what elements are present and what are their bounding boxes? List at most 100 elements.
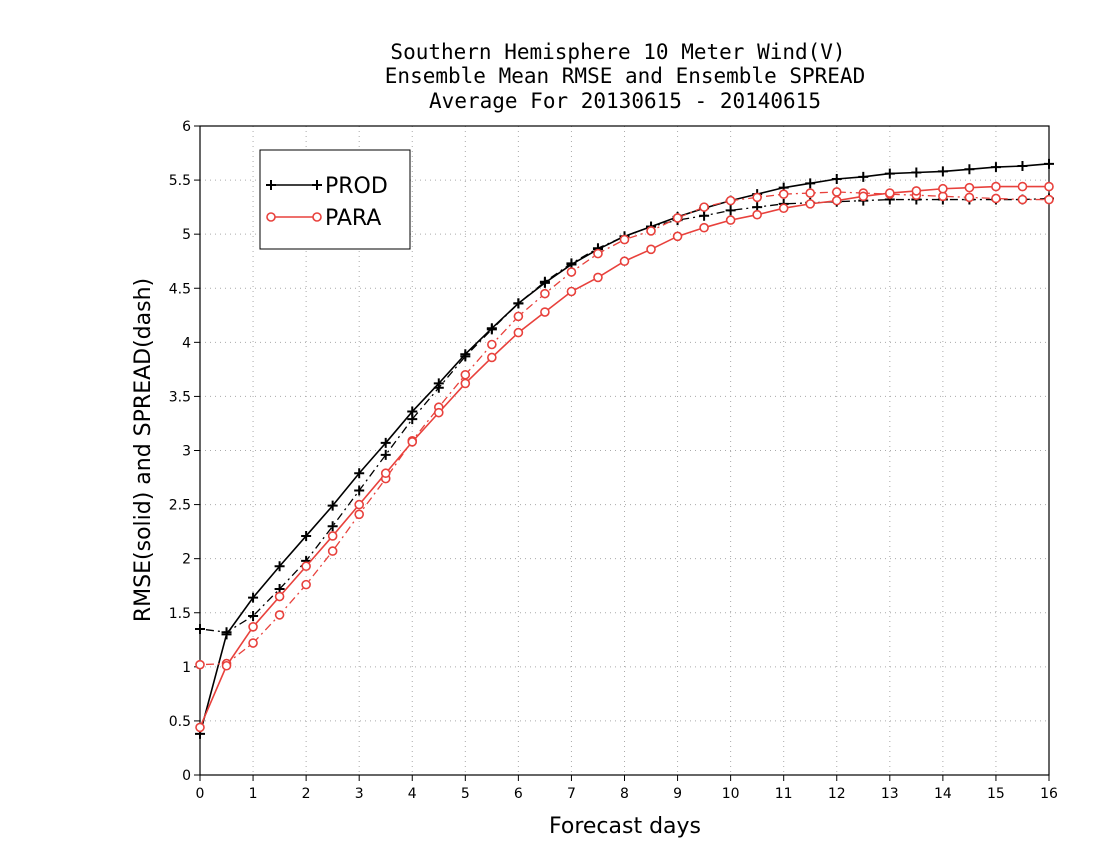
series-layer	[195, 158, 1054, 739]
y-tick-label: 5	[182, 227, 191, 243]
rmse-point-prod	[460, 349, 471, 360]
rmse-point-para	[646, 244, 656, 255]
legend-marker-para	[312, 212, 322, 222]
legend-marker-para	[266, 212, 276, 222]
spread-point-para	[699, 202, 709, 212]
y-tick-label: 4.5	[169, 281, 191, 297]
x-tick-label: 7	[567, 786, 576, 802]
spread-point-prod	[380, 449, 391, 460]
rmse-point-para	[593, 272, 603, 283]
rmse-point-prod	[433, 378, 444, 389]
y-tick-label: 0.5	[169, 714, 191, 730]
spread-point-para	[354, 509, 364, 520]
rmse-point-para	[221, 660, 232, 671]
rmse-point-para	[964, 182, 975, 193]
y-tick-label: 0	[182, 768, 191, 784]
rmse-point-prod	[513, 298, 524, 309]
rmse-point-para	[540, 307, 550, 317]
x-tick-label: 2	[302, 786, 311, 802]
spread-point-prod	[195, 623, 205, 634]
grid	[200, 126, 1049, 775]
y-tick-label: 4	[182, 335, 191, 351]
rmse-point-para	[805, 199, 816, 209]
rmse-point-prod	[831, 174, 842, 185]
x-tick-label: 6	[514, 786, 523, 802]
x-tick-label: 11	[775, 786, 793, 802]
spread-point-para	[301, 579, 311, 590]
spread-point-para	[513, 311, 524, 322]
rmse-point-para	[1044, 181, 1054, 192]
rmse-point-para	[433, 407, 444, 418]
x-tick-label: 15	[987, 786, 1005, 802]
rmse-point-prod	[858, 171, 869, 182]
rmse-point-prod	[407, 406, 418, 417]
x-tick-label: 4	[408, 786, 417, 802]
rmse-point-prod	[805, 178, 816, 189]
rmse-point-para	[487, 352, 497, 363]
spread-point-para	[778, 189, 789, 199]
x-axis-label: Forecast days	[549, 814, 701, 839]
spread-point-para	[619, 234, 630, 245]
legend-label-prod: PROD	[325, 174, 388, 199]
rmse-point-prod	[937, 166, 948, 177]
spread-point-para	[964, 192, 975, 203]
x-tick-label: 3	[355, 786, 364, 802]
y-tick-label: 2	[182, 552, 191, 568]
spread-point-para	[274, 610, 285, 620]
x-tick-label: 10	[722, 786, 740, 802]
rmse-point-para	[460, 378, 471, 389]
spread-point-para	[540, 288, 550, 299]
rmse-point-prod	[911, 167, 922, 178]
legend-label-para: PARA	[325, 206, 381, 231]
rmse-point-para	[725, 215, 736, 225]
legend: PROD PARA	[259, 149, 411, 250]
x-tick-label: 13	[881, 786, 899, 802]
rmse-point-prod	[221, 629, 232, 640]
rmse-point-para	[327, 531, 338, 541]
rmse-point-para	[858, 191, 869, 202]
rmse-point-para	[301, 561, 311, 572]
axis-ticks: 0 1 2 3 4 5 6 7 8 9 10 11 12 13 14 15 1600.511.522.533.5…	[169, 119, 1058, 802]
rmse-point-para	[778, 203, 789, 214]
chart-title: Southern Hemisphere 10 Meter Wind(V) Ens…	[385, 40, 865, 113]
x-tick-label: 1	[249, 786, 258, 802]
rmse-point-prod	[327, 500, 338, 511]
title-line-3: Average For 20130615 - 20140615	[429, 89, 821, 113]
plot-frame	[199, 125, 1050, 776]
spread-point-prod	[725, 205, 736, 216]
rmse-point-prod	[964, 164, 975, 175]
rmse-point-prod	[274, 561, 285, 572]
spread-point-prod	[248, 610, 259, 621]
spread-point-para	[195, 659, 205, 670]
x-tick-label: 14	[934, 786, 952, 802]
legend-marker-prod	[266, 180, 276, 190]
y-tick-label: 5.5	[169, 173, 191, 189]
spread-point-para	[752, 192, 762, 203]
legend-item-para: PARA	[266, 206, 381, 231]
rmse-point-para	[407, 437, 418, 447]
spread-point-para	[460, 369, 471, 380]
x-tick-label: 16	[1040, 786, 1058, 802]
y-tick-label: 1	[182, 660, 191, 676]
x-tick-label: 9	[673, 786, 682, 802]
rmse-point-para	[1017, 181, 1028, 192]
rmse-point-para	[699, 222, 709, 233]
rmse-point-para	[911, 186, 922, 196]
legend-item-prod: PROD	[266, 174, 388, 199]
rmse-point-prod	[1044, 158, 1054, 169]
spread-point-para	[327, 546, 338, 556]
y-tick-label: 1.5	[169, 606, 191, 622]
rmse-point-prod	[486, 323, 497, 334]
rmse-point-para	[380, 468, 391, 479]
x-tick-label: 8	[620, 786, 629, 802]
series-para	[195, 181, 1054, 733]
rmse-point-para	[938, 183, 948, 194]
spread-point-para	[566, 267, 577, 277]
rmse-point-para	[513, 327, 524, 338]
y-tick-label: 6	[182, 119, 191, 135]
y-axis-label: RMSE(solid) and SPREAD(dash)	[131, 278, 156, 622]
x-tick-label: 0	[196, 786, 205, 802]
rmse-point-para	[248, 622, 258, 632]
spread-point-para	[1044, 194, 1054, 205]
rmse-point-para	[619, 256, 630, 267]
